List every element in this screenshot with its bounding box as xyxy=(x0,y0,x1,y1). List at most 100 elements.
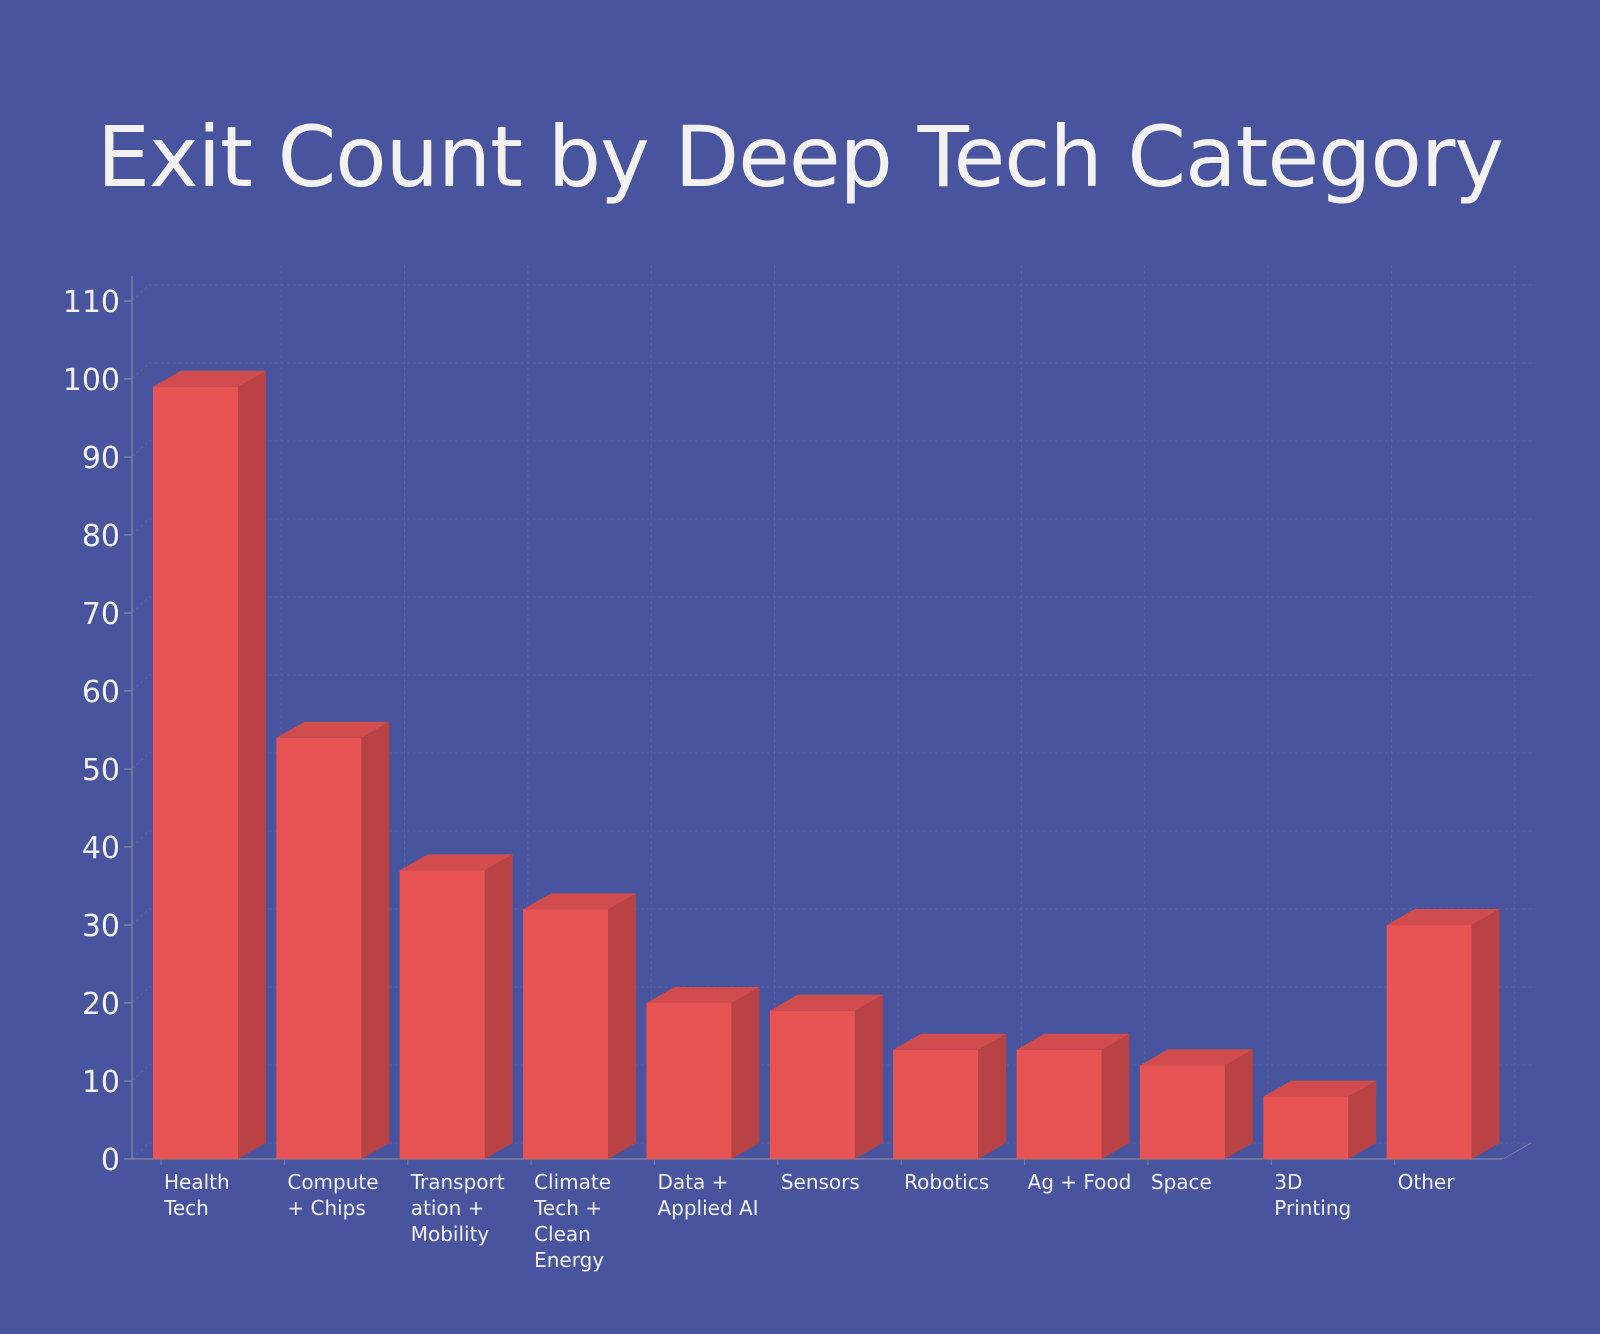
bar-top xyxy=(1016,1033,1130,1050)
bar-top xyxy=(646,987,760,1003)
bar xyxy=(153,370,266,1159)
bar xyxy=(1016,1033,1130,1159)
x-tick-label-line: Climate xyxy=(534,1170,611,1194)
x-tick-label-line: 3D xyxy=(1274,1170,1302,1194)
bar-side xyxy=(1471,909,1500,1159)
chart-title: Exit Count by Deep Tech Category xyxy=(96,108,1504,206)
x-tick-label-line: ation + xyxy=(411,1196,485,1220)
bar-side xyxy=(1224,1049,1253,1159)
grid-layer xyxy=(131,265,1535,1160)
bar xyxy=(399,854,513,1159)
bar xyxy=(1139,1049,1253,1159)
y-tick-label: 50 xyxy=(82,753,120,788)
grid-diagonal xyxy=(131,1142,150,1160)
bar-top xyxy=(1386,909,1500,925)
x-tick-label-line: Printing xyxy=(1274,1196,1351,1220)
bar-front xyxy=(276,737,362,1159)
y-tick-label: 70 xyxy=(82,597,120,632)
x-tick-label-line: Transport xyxy=(410,1170,505,1194)
x-tick-label-line: Energy xyxy=(534,1248,604,1272)
x-tick-label: Compute + Chips xyxy=(287,1170,378,1220)
bar-front xyxy=(1139,1065,1225,1159)
y-tick-label: 20 xyxy=(82,987,120,1022)
y-tick-label: 80 xyxy=(82,519,120,554)
grid-diagonal xyxy=(131,518,150,536)
bar-side xyxy=(608,893,637,1159)
x-tick-label: Health Tech xyxy=(163,1170,230,1220)
x-tick-label-line: Compute xyxy=(287,1170,378,1194)
x-tick-label: Sensors xyxy=(781,1170,860,1194)
x-tick-label-line: Clean xyxy=(534,1222,591,1246)
bar-top xyxy=(769,994,883,1011)
grid-diagonal xyxy=(131,596,150,614)
y-tick-label: 110 xyxy=(63,285,120,320)
bar-front xyxy=(1386,925,1472,1159)
bar-top xyxy=(276,721,390,738)
x-tick-label-line: Mobility xyxy=(411,1222,490,1246)
x-tick-label: Climate Tech + Clean Energy xyxy=(533,1170,611,1272)
bar xyxy=(769,994,883,1159)
x-tick-label-line: Other xyxy=(1398,1170,1456,1194)
grid-diagonal xyxy=(131,830,150,848)
y-tick-label: 0 xyxy=(101,1143,120,1178)
bar-front xyxy=(523,909,609,1159)
bar-side xyxy=(238,370,266,1159)
bar-front xyxy=(399,870,485,1159)
y-tick-label: 40 xyxy=(82,831,120,866)
label-layer: 0 10 20 30 40 50 60 70 80 90 100 110 Health Tech Compu… xyxy=(63,285,1455,1272)
grid-diagonal xyxy=(131,362,150,380)
bar-front xyxy=(646,1003,732,1159)
grid-diagonal xyxy=(131,986,150,1004)
x-tick-label-line: + Chips xyxy=(287,1196,365,1220)
x-tick-label: Data + Applied AI xyxy=(657,1170,758,1220)
bar-front xyxy=(893,1049,979,1159)
bar xyxy=(1263,1080,1377,1159)
bar-side xyxy=(1101,1033,1130,1159)
bar xyxy=(523,893,637,1159)
x-tick-label-line: Health xyxy=(164,1170,230,1194)
y-tick-label: 60 xyxy=(82,675,120,710)
x-tick-label-line: Sensors xyxy=(781,1170,860,1194)
grid-diagonal xyxy=(131,674,150,692)
bar-top xyxy=(1139,1049,1253,1066)
bar-side xyxy=(854,994,883,1159)
y-tick-label: 90 xyxy=(82,441,120,476)
x-tick-label-line: Tech xyxy=(163,1196,209,1220)
x-tick-label: Robotics xyxy=(904,1170,989,1194)
x-tick-label-line: Robotics xyxy=(904,1170,989,1194)
bar-front xyxy=(1263,1096,1349,1159)
grid-diagonal xyxy=(131,440,150,458)
x-tick-label-line: Ag + Food xyxy=(1028,1170,1132,1194)
x-tick-label: Transport ation + Mobility xyxy=(410,1170,505,1246)
x-tick-label-line: Space xyxy=(1151,1170,1212,1194)
grid-diagonal xyxy=(131,752,150,770)
grid-diagonal xyxy=(131,284,150,302)
bar-side xyxy=(731,987,760,1159)
bar-top xyxy=(523,893,637,910)
y-tick-label: 30 xyxy=(82,909,120,944)
bar-top xyxy=(893,1033,1007,1050)
bar xyxy=(646,987,760,1159)
bar-side xyxy=(978,1033,1007,1159)
x-tick-label-line: Data + xyxy=(657,1170,728,1194)
bar xyxy=(276,721,390,1159)
grid-diagonal xyxy=(131,908,150,926)
bar xyxy=(893,1033,1007,1159)
bar-front xyxy=(153,386,238,1159)
bar-side xyxy=(1348,1080,1377,1159)
grid-diagonal xyxy=(131,1064,150,1082)
bar xyxy=(1386,909,1500,1159)
bar-front xyxy=(1016,1049,1102,1159)
x-tick-label: Other xyxy=(1398,1170,1456,1194)
x-tick-label-line: Applied AI xyxy=(657,1196,758,1220)
x-tick-label: Ag + Food xyxy=(1028,1170,1132,1194)
bar-top xyxy=(399,854,513,871)
bar-side xyxy=(361,721,390,1159)
bar-layer xyxy=(153,370,1500,1159)
y-tick-label: 10 xyxy=(82,1065,120,1100)
x-tick-label: Space xyxy=(1151,1170,1212,1194)
x-tick-label-line: Tech + xyxy=(533,1196,602,1220)
x-tick-label: 3D Printing xyxy=(1274,1170,1351,1220)
x-axis-depth-line xyxy=(1502,1142,1532,1160)
